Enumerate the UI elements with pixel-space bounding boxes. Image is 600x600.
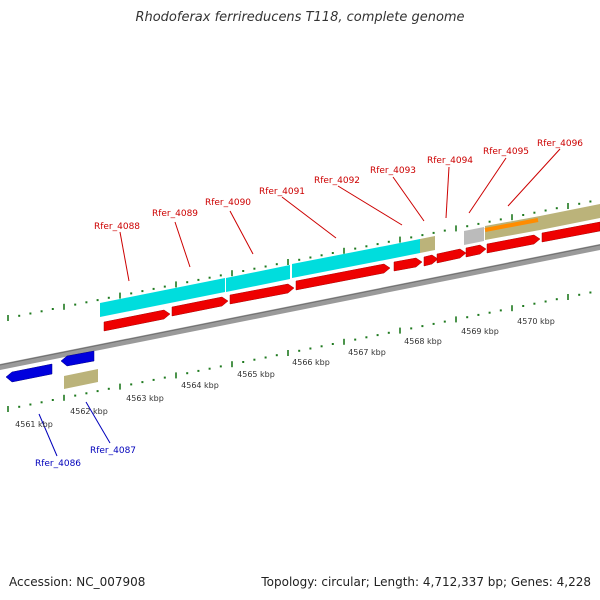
- forward-gene-track: [100, 204, 600, 317]
- upper-tick-row: [7, 200, 592, 321]
- gene-label[interactable]: Rfer_4094: [427, 156, 473, 166]
- scale-label: 4570 kbp: [517, 317, 555, 326]
- gene-feature[interactable]: [292, 245, 390, 278]
- gene-label[interactable]: Rfer_4091: [259, 187, 305, 197]
- scale-label: 4562 kbp: [70, 407, 108, 416]
- gene-label[interactable]: Rfer_4087: [90, 446, 136, 456]
- map-title: Rhodoferax ferrireducens T118, complete …: [135, 10, 465, 25]
- cds-arrow-reverse[interactable]: [60, 350, 95, 367]
- cds-arrow-reverse[interactable]: [5, 363, 53, 383]
- gene-feature[interactable]: [464, 227, 484, 245]
- cds-arrow[interactable]: [393, 257, 423, 272]
- gene-label[interactable]: Rfer_4095: [483, 147, 529, 157]
- cds-arrow[interactable]: [465, 244, 487, 258]
- gene-feature[interactable]: [540, 204, 600, 230]
- gene-label[interactable]: Rfer_4089: [152, 209, 198, 219]
- scale-label: 4569 kbp: [461, 327, 499, 336]
- gene-feature-reverse[interactable]: [64, 369, 98, 389]
- label-leader-lines: [38, 148, 561, 457]
- genome-backbone: [0, 244, 600, 370]
- scale-label: 4561 kbp: [15, 420, 53, 429]
- scale-label: 4565 kbp: [237, 370, 275, 379]
- forward-cds-track: [103, 221, 600, 332]
- cds-arrow[interactable]: [295, 263, 391, 291]
- gene-feature[interactable]: [100, 278, 225, 317]
- gene-label[interactable]: Rfer_4090: [205, 198, 251, 208]
- gene-label[interactable]: Rfer_4096: [537, 139, 583, 149]
- cds-arrow[interactable]: [171, 296, 229, 317]
- scale-labels: 4561 kbp 4562 kbp 4563 kbp 4564 kbp 4565…: [15, 317, 555, 429]
- reverse-gene-labels: Rfer_4086 Rfer_4087: [35, 446, 136, 469]
- topology-text: Topology: circular; Length: 4,712,337 bp…: [261, 575, 591, 589]
- scale-label: 4563 kbp: [126, 394, 164, 403]
- scale-label: 4566 kbp: [292, 358, 330, 367]
- cds-arrow[interactable]: [541, 221, 600, 243]
- lower-tick-row: [7, 291, 592, 412]
- cds-arrow[interactable]: [103, 309, 171, 332]
- gene-label[interactable]: Rfer_4088: [94, 222, 140, 232]
- forward-gene-labels: Rfer_4088 Rfer_4089 Rfer_4090 Rfer_4091 …: [94, 139, 583, 232]
- cds-arrow[interactable]: [436, 248, 467, 264]
- gene-label[interactable]: Rfer_4086: [35, 459, 81, 469]
- gene-feature[interactable]: [420, 236, 435, 253]
- accession-text: Accession: NC_007908: [9, 575, 146, 589]
- cds-arrow[interactable]: [229, 283, 295, 305]
- gene-feature[interactable]: [390, 239, 420, 259]
- cds-arrow[interactable]: [423, 254, 439, 267]
- gene-label[interactable]: Rfer_4092: [314, 176, 360, 186]
- gene-feature[interactable]: [226, 265, 290, 292]
- cds-arrow[interactable]: [486, 234, 541, 254]
- scale-label: 4564 kbp: [181, 381, 219, 390]
- scale-label: 4568 kbp: [404, 337, 442, 346]
- scale-label: 4567 kbp: [348, 348, 386, 357]
- gene-label[interactable]: Rfer_4093: [370, 166, 416, 176]
- reverse-track: [5, 350, 98, 389]
